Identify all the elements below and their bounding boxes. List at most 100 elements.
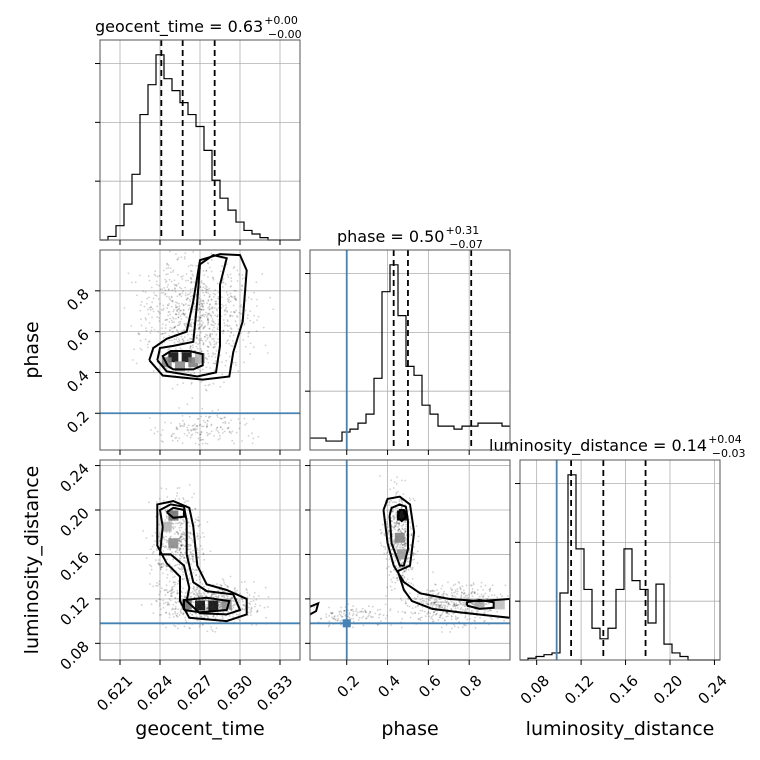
sample-point [187,500,190,502]
sample-point [385,567,388,570]
sample-point [443,607,446,610]
sample-point [452,605,455,608]
sample-point [327,625,330,628]
sample-point [394,525,397,528]
sample-point [200,431,203,434]
sample-point [200,298,202,301]
density-cell [181,599,192,610]
sample-point [392,555,395,558]
sample-point [454,605,457,608]
sample-point [161,562,163,565]
sample-point [216,326,219,329]
sample-point [183,531,186,534]
sample-point [181,414,184,417]
sample-point [232,267,235,269]
sample-point [205,366,208,369]
sample-point [223,309,226,312]
sample-point [445,593,448,596]
sample-point [220,417,223,420]
sample-point [211,594,214,596]
sample-point [140,301,143,303]
sample-point [160,333,162,335]
sample-point [204,384,207,387]
sample-point [189,428,192,431]
hist-panel-geocent_time [95,39,301,245]
sample-point [257,435,260,438]
sample-point [206,312,209,315]
sample-point [406,558,409,561]
sample-point [431,604,434,607]
sample-point [365,617,368,620]
sample-point [229,273,232,276]
sample-point [202,419,205,422]
sample-point [174,287,176,290]
sample-point [178,549,181,552]
sample-point [165,281,167,284]
sample-point [232,604,235,607]
sample-point [200,615,203,618]
sample-point [461,591,463,594]
sample-point [187,568,190,571]
sample-point [206,338,209,340]
sample-point [376,609,379,612]
sample-point [201,302,203,305]
sample-point [220,584,223,587]
sample-point [432,603,435,606]
sample-point [473,592,476,594]
sample-point [211,310,214,313]
sample-point [459,596,462,599]
sample-point [205,288,208,291]
sample-point [390,517,393,519]
sample-point [448,613,451,616]
sample-point [518,623,520,625]
sample-point [386,551,389,554]
sample-point [201,407,204,410]
sample-point [468,618,471,620]
sample-point [215,308,218,311]
sample-point [486,597,489,600]
sample-point [431,620,434,623]
sample-point [161,429,164,431]
sample-point [174,306,177,309]
sample-point [211,259,213,261]
sample-point [426,589,429,592]
sample-point [130,281,133,284]
sample-point [221,296,223,299]
sample-point [396,522,399,524]
sample-point [193,585,195,588]
sample-point [200,280,203,282]
sample-point [253,291,255,294]
sample-point [431,589,434,592]
sample-point [161,543,164,545]
sample-point [214,300,217,303]
sample-point [186,297,189,300]
sample-point [225,306,228,309]
sample-point [255,611,258,614]
sample-point [222,432,224,434]
sample-point [430,615,433,618]
sample-point [396,490,399,493]
sample-point [176,309,179,312]
sample-point [190,338,193,340]
sample-point [205,286,208,288]
density-cell [168,352,179,363]
sample-point [170,280,173,283]
sample-point [189,325,192,327]
sample-point [206,323,209,326]
sample-point [361,616,363,619]
sample-point [401,543,404,546]
sample-point [217,604,220,607]
sample-point [206,314,209,317]
sample-point [184,336,186,338]
sample-point [197,549,199,552]
sample-point [166,304,169,306]
sample-point [410,527,412,530]
sample-point [395,522,398,525]
sample-point [427,603,430,606]
sample-point [204,314,207,316]
sample-point [352,610,355,613]
sample-point [233,295,236,298]
sample-point [398,546,401,549]
sample-point [396,567,399,569]
sample-point [463,591,466,594]
